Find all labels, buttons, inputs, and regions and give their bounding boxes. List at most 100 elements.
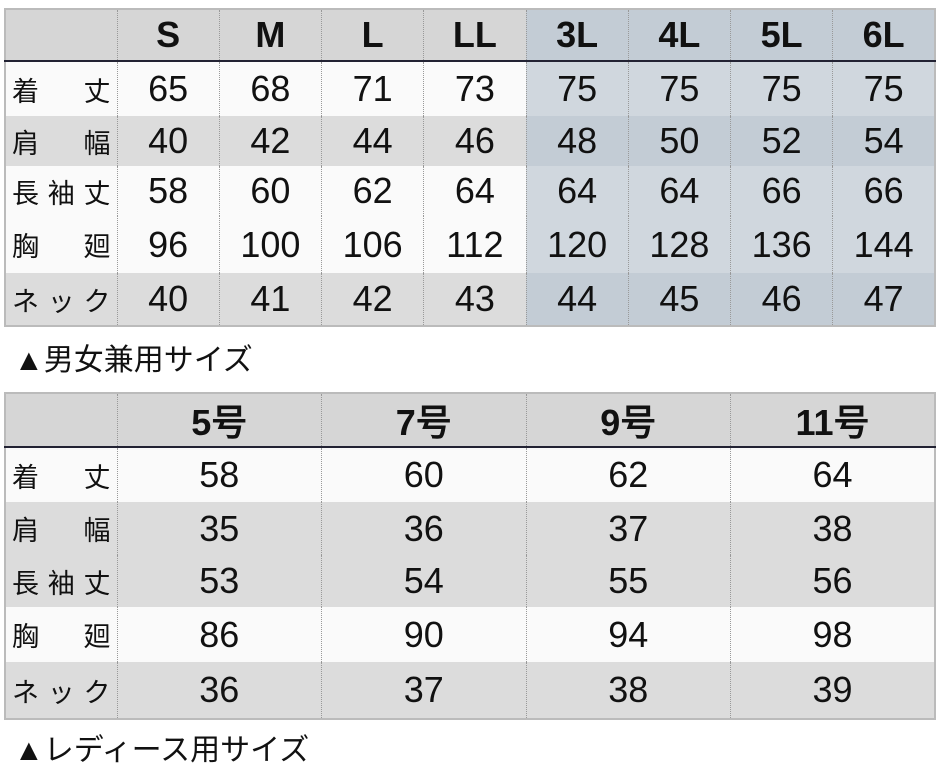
value-cell: 36 bbox=[116, 662, 322, 719]
ladies-caption: ▲レディース用サイズ bbox=[14, 734, 310, 767]
value-cell: 100 bbox=[218, 216, 322, 273]
value-cell: 41 bbox=[218, 273, 322, 326]
row-label: ネック bbox=[5, 662, 117, 719]
value-cell: 64 bbox=[423, 166, 526, 216]
value-cell: 64 bbox=[525, 166, 629, 216]
value-cell: 55 bbox=[525, 555, 731, 607]
table-row: 長袖丈 58 60 62 64 64 64 66 66 bbox=[5, 166, 935, 216]
value-cell: 60 bbox=[321, 447, 526, 502]
row-label: 着 丈 bbox=[5, 61, 117, 116]
value-cell: 62 bbox=[525, 447, 731, 502]
unisex-size-table: S M L LL 3L 4L 5L 6L 着 丈 65 68 71 73 75 75 75 75 肩 幅 40 42… bbox=[4, 8, 936, 327]
table-row: ネック 40 41 42 43 44 45 46 47 bbox=[5, 273, 935, 326]
row-label: 長袖丈 bbox=[5, 555, 117, 607]
size-header: 7号 bbox=[321, 393, 526, 448]
corner-cell bbox=[5, 393, 117, 448]
unisex-caption: ▲男女兼用サイズ bbox=[14, 344, 253, 377]
size-header: 3L bbox=[525, 9, 629, 62]
value-cell: 86 bbox=[116, 607, 322, 662]
value-cell: 66 bbox=[729, 166, 833, 216]
table-row: 胸 廻 86 90 94 98 bbox=[5, 607, 935, 662]
value-cell: 54 bbox=[321, 555, 526, 607]
table-row: 着 丈 58 60 62 64 bbox=[5, 447, 935, 502]
value-cell: 47 bbox=[832, 273, 935, 326]
size-header: LL bbox=[423, 9, 526, 62]
value-cell: 106 bbox=[320, 216, 424, 273]
value-cell: 53 bbox=[116, 555, 322, 607]
row-label: 肩 幅 bbox=[5, 502, 117, 555]
value-cell: 58 bbox=[116, 447, 322, 502]
row-label: 胸 廻 bbox=[5, 216, 117, 273]
value-cell: 64 bbox=[730, 447, 935, 502]
table-row: 長袖丈 53 54 55 56 bbox=[5, 555, 935, 607]
value-cell: 58 bbox=[116, 166, 220, 216]
value-cell: 48 bbox=[525, 116, 629, 166]
value-cell: 73 bbox=[423, 61, 526, 116]
header-row: 5号 7号 9号 11号 bbox=[5, 393, 935, 448]
value-cell: 68 bbox=[218, 61, 322, 116]
value-cell: 36 bbox=[321, 502, 526, 555]
value-cell: 42 bbox=[218, 116, 322, 166]
size-header: 9号 bbox=[525, 393, 731, 448]
row-label: 肩 幅 bbox=[5, 116, 117, 166]
value-cell: 38 bbox=[525, 662, 731, 719]
value-cell: 62 bbox=[320, 166, 424, 216]
value-cell: 43 bbox=[423, 273, 526, 326]
size-header: 5L bbox=[729, 9, 833, 62]
value-cell: 94 bbox=[525, 607, 731, 662]
ladies-size-table: 5号 7号 9号 11号 着 丈 58 60 62 64 肩 幅 35 36 37 38 長袖丈 53 54 5… bbox=[4, 392, 936, 720]
value-cell: 98 bbox=[730, 607, 935, 662]
table-row: 着 丈 65 68 71 73 75 75 75 75 bbox=[5, 61, 935, 116]
value-cell: 120 bbox=[525, 216, 629, 273]
value-cell: 75 bbox=[525, 61, 629, 116]
value-cell: 46 bbox=[729, 273, 833, 326]
size-header: 4L bbox=[627, 9, 731, 62]
row-label: 長袖丈 bbox=[5, 166, 117, 216]
value-cell: 75 bbox=[627, 61, 731, 116]
size-header: 6L bbox=[832, 9, 935, 62]
table-row: 肩 幅 40 42 44 46 48 50 52 54 bbox=[5, 116, 935, 166]
value-cell: 64 bbox=[627, 166, 731, 216]
value-cell: 65 bbox=[116, 61, 220, 116]
value-cell: 75 bbox=[832, 61, 935, 116]
value-cell: 38 bbox=[730, 502, 935, 555]
size-header: 11号 bbox=[730, 393, 935, 448]
value-cell: 128 bbox=[627, 216, 731, 273]
value-cell: 90 bbox=[321, 607, 526, 662]
table-row: ネック 36 37 38 39 bbox=[5, 662, 935, 719]
size-header: M bbox=[218, 9, 322, 62]
value-cell: 35 bbox=[116, 502, 322, 555]
value-cell: 37 bbox=[525, 502, 731, 555]
value-cell: 56 bbox=[730, 555, 935, 607]
value-cell: 71 bbox=[320, 61, 424, 116]
value-cell: 50 bbox=[627, 116, 731, 166]
table-row: 肩 幅 35 36 37 38 bbox=[5, 502, 935, 555]
value-cell: 45 bbox=[627, 273, 731, 326]
value-cell: 136 bbox=[729, 216, 833, 273]
row-label: 胸 廻 bbox=[5, 607, 117, 662]
table-row: 胸 廻 96 100 106 112 120 128 136 144 bbox=[5, 216, 935, 273]
header-row: S M L LL 3L 4L 5L 6L bbox=[5, 9, 935, 62]
value-cell: 46 bbox=[423, 116, 526, 166]
row-label: 着 丈 bbox=[5, 447, 117, 502]
size-header: S bbox=[116, 9, 220, 62]
value-cell: 66 bbox=[832, 166, 935, 216]
value-cell: 54 bbox=[832, 116, 935, 166]
value-cell: 75 bbox=[729, 61, 833, 116]
value-cell: 39 bbox=[730, 662, 935, 719]
size-header: L bbox=[320, 9, 424, 62]
value-cell: 112 bbox=[423, 216, 526, 273]
size-header: 5号 bbox=[116, 393, 322, 448]
value-cell: 60 bbox=[218, 166, 322, 216]
value-cell: 52 bbox=[729, 116, 833, 166]
value-cell: 37 bbox=[321, 662, 526, 719]
value-cell: 42 bbox=[320, 273, 424, 326]
value-cell: 96 bbox=[116, 216, 220, 273]
corner-cell bbox=[5, 9, 117, 62]
value-cell: 40 bbox=[116, 273, 220, 326]
row-label: ネック bbox=[5, 273, 117, 326]
value-cell: 40 bbox=[116, 116, 220, 166]
value-cell: 44 bbox=[525, 273, 629, 326]
value-cell: 44 bbox=[320, 116, 424, 166]
value-cell: 144 bbox=[832, 216, 935, 273]
